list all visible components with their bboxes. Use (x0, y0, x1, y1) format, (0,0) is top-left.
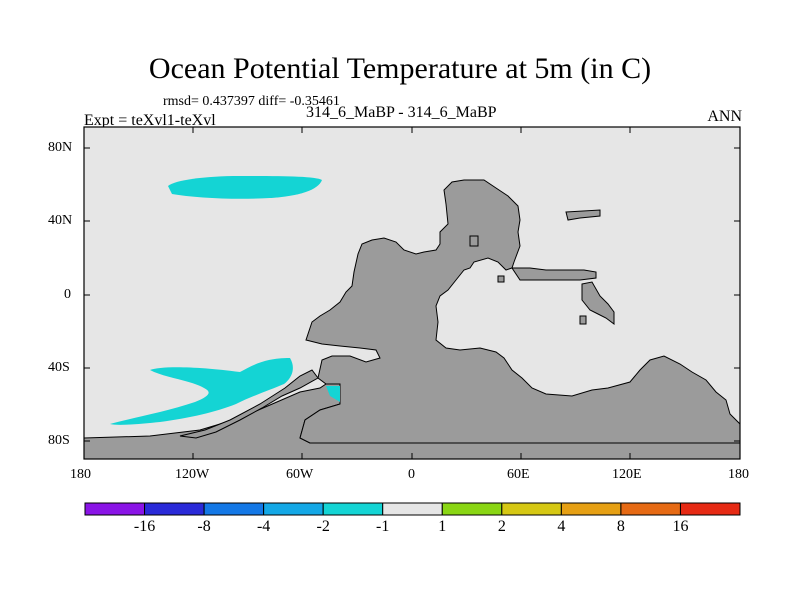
land-islands-se (581, 281, 615, 325)
colorbar-label: -2 (316, 518, 330, 535)
lon-tick-60w: 60W (286, 467, 314, 482)
colorbar-swatch (322, 502, 384, 516)
land-japan (565, 209, 601, 221)
stats-label: rmsd= 0.437397 diff= -0.35461 (163, 94, 340, 109)
colorbar-swatch (560, 502, 622, 516)
colorbar-label: 1 (438, 518, 447, 535)
land-island-1 (469, 235, 479, 247)
colorbar-label: 8 (616, 518, 625, 535)
lat-tick-80s: 80S (48, 433, 70, 448)
experiment-label: Expt = teXvl1-teXvl (84, 112, 216, 129)
colorbar-swatch (144, 502, 205, 516)
land-asia-east (511, 267, 597, 281)
lat-tick-80n: 80N (48, 140, 73, 155)
colorbar-swatch (382, 502, 443, 516)
colorbar-label: -8 (197, 518, 211, 535)
tick-marks (84, 127, 740, 459)
colorbar-label: -4 (256, 518, 271, 535)
lon-tick-180w: 180 (70, 467, 91, 482)
colorbar-swatch (441, 502, 503, 516)
colorbar-swatch (679, 502, 741, 516)
lon-tick-120e: 120E (612, 467, 642, 482)
anomaly-south-atlantic (326, 386, 340, 402)
anomaly-north-pacific (168, 176, 322, 199)
colorbar-label: 4 (557, 518, 566, 535)
colorbar-swatch (203, 502, 265, 516)
colorbar-swatch (84, 502, 146, 516)
colorbar-label: -16 (133, 518, 156, 535)
colorbar-swatch (620, 502, 681, 516)
lat-tick-40n: 40N (48, 213, 73, 228)
land-central (299, 179, 741, 444)
colorbar-swatch (263, 502, 324, 516)
case-label: 314_6_MaBP - 314_6_MaBP (306, 104, 497, 121)
lat-tick-40s: 40S (48, 360, 70, 375)
map-title: Ocean Potential Temperature at 5m (in C) (148, 52, 652, 85)
colorbar-label: 2 (497, 518, 506, 535)
lon-tick-0: 0 (408, 467, 415, 482)
lat-tick-0: 0 (64, 287, 71, 302)
season-label: ANN (707, 108, 742, 125)
colorbar-label: -1 (376, 518, 390, 535)
land-island-3 (579, 315, 587, 325)
land-island-2 (497, 275, 505, 283)
anomaly-south-pacific (110, 358, 293, 425)
colorbar-swatch (501, 502, 562, 516)
lon-tick-120w: 120W (175, 467, 210, 482)
colorbar (84, 502, 741, 516)
lon-tick-60e: 60E (507, 467, 530, 482)
lon-tick-180e: 180 (728, 467, 749, 482)
colorbar-label: 16 (672, 518, 689, 535)
